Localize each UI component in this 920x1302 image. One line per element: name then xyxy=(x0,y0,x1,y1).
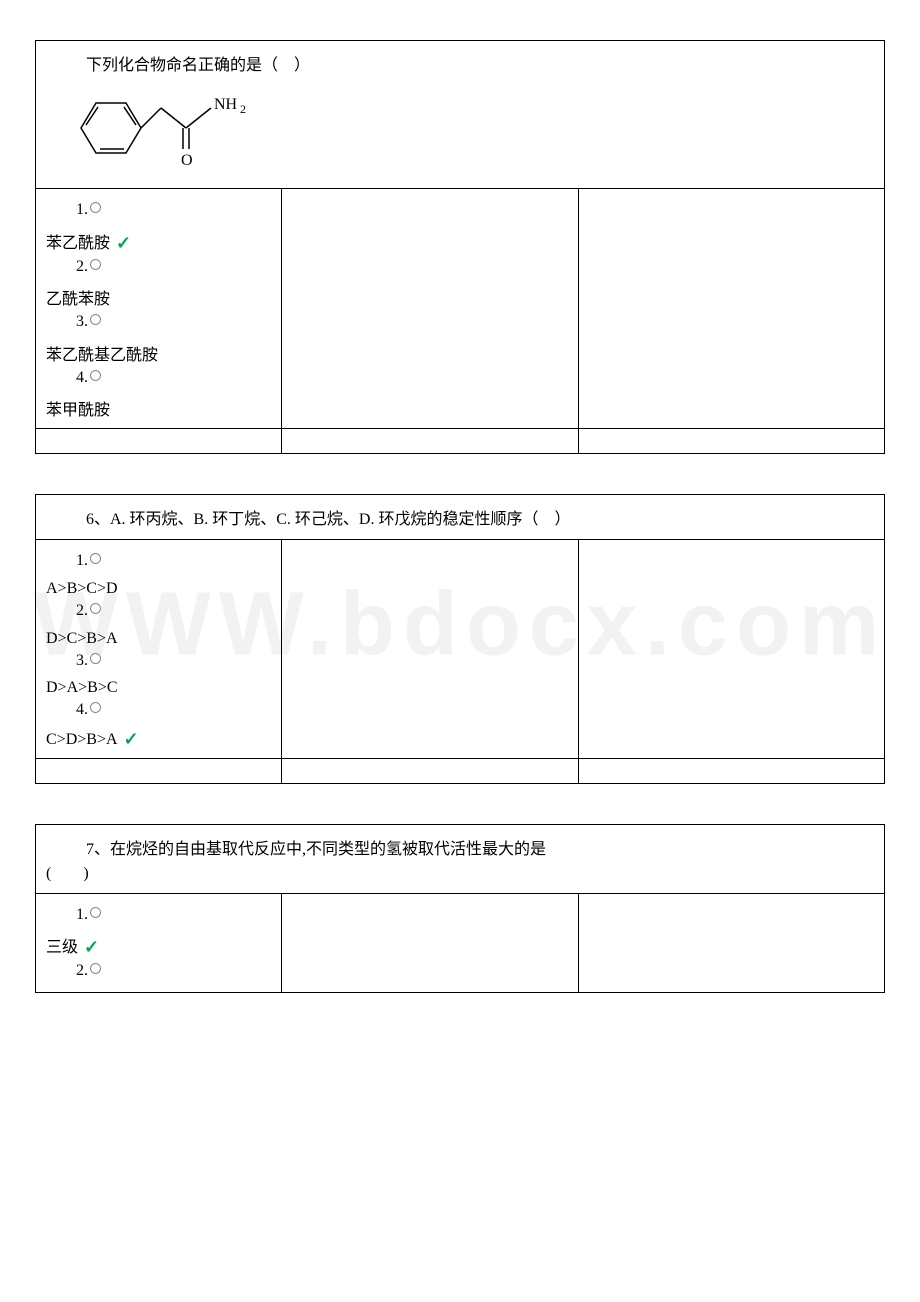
question-title-1: 下列化合物命名正确的是（ ） xyxy=(86,57,310,74)
option-cell-3-1: 1. 三级✓ 2. xyxy=(36,894,282,992)
svg-text:NH: NH xyxy=(214,96,238,113)
question-header-2: 6、A. 环丙烷、B. 环丁烷、C. 环己烷、D. 环戊烷的稳定性顺序（ ） xyxy=(36,495,884,540)
radio-icon[interactable] xyxy=(90,259,101,270)
radio-icon[interactable] xyxy=(90,907,101,918)
question-block-3: 7、在烷烃的自由基取代反应中,不同类型的氢被取代活性最大的是 ( ) 1. 三级… xyxy=(35,824,885,993)
footer-row xyxy=(36,759,884,783)
radio-icon[interactable] xyxy=(90,603,101,614)
checkmark-icon: ✓ xyxy=(116,233,131,254)
radio-icon[interactable] xyxy=(90,553,101,564)
footer-cell xyxy=(579,759,884,783)
empty-cell xyxy=(282,894,579,992)
option-number: 3. xyxy=(46,648,88,674)
option-number: 2. xyxy=(46,958,88,984)
option-text: 乙酰苯胺 xyxy=(46,285,271,309)
footer-cell xyxy=(36,429,282,453)
checkmark-icon: ✓ xyxy=(84,937,99,958)
option-cell-2-1: 1. A>B>C>D 2. D>C>B>A 3. D>A>B>C 4. C>D>… xyxy=(36,540,282,757)
options-row-1: 1. 苯乙酰胺✓ 2. 乙酰苯胺 3. 苯乙酰基乙酰胺 4. 苯甲酰胺 xyxy=(36,189,884,429)
option-text: 苯乙酰基乙酰胺 xyxy=(46,341,271,365)
option-text: A>B>C>D xyxy=(46,580,271,598)
footer-cell xyxy=(282,759,579,783)
question-block-2: 6、A. 环丙烷、B. 环丁烷、C. 环己烷、D. 环戊烷的稳定性顺序（ ） 1… xyxy=(35,494,885,783)
empty-cell xyxy=(282,540,579,757)
footer-row xyxy=(36,429,884,453)
option-number: 4. xyxy=(46,697,88,723)
footer-cell xyxy=(36,759,282,783)
radio-icon[interactable] xyxy=(90,653,101,664)
option-text: D>A>B>C xyxy=(46,679,271,697)
option-text: 苯乙酰胺✓ xyxy=(46,229,271,254)
options-row-2: 1. A>B>C>D 2. D>C>B>A 3. D>A>B>C 4. C>D>… xyxy=(36,540,884,758)
svg-text:2: 2 xyxy=(240,102,246,116)
option-cell-1-1: 1. 苯乙酰胺✓ 2. 乙酰苯胺 3. 苯乙酰基乙酰胺 4. 苯甲酰胺 xyxy=(36,189,282,428)
options-row-3: 1. 三级✓ 2. xyxy=(36,894,884,992)
option-number: 2. xyxy=(46,598,88,624)
svg-text:O: O xyxy=(181,152,193,169)
empty-cell xyxy=(579,894,884,992)
footer-cell xyxy=(282,429,579,453)
option-text: 三级✓ xyxy=(46,933,271,958)
radio-icon[interactable] xyxy=(90,202,101,213)
radio-icon[interactable] xyxy=(90,702,101,713)
question-title-3-line1: 7、在烷烃的自由基取代反应中,不同类型的氢被取代活性最大的是 xyxy=(86,835,872,859)
question-block-1: 下列化合物命名正确的是（ ） NH 2 O xyxy=(35,40,885,454)
question-header-1: 下列化合物命名正确的是（ ） NH 2 O xyxy=(36,41,884,189)
option-number: 2. xyxy=(46,254,88,280)
checkmark-icon: ✓ xyxy=(124,729,139,750)
option-number: 4. xyxy=(46,365,88,391)
option-text: D>C>B>A xyxy=(46,630,271,648)
radio-icon[interactable] xyxy=(90,963,101,974)
option-number: 1. xyxy=(46,548,88,574)
radio-icon[interactable] xyxy=(90,314,101,325)
option-number: 1. xyxy=(46,902,88,928)
option-number: 1. xyxy=(46,197,88,223)
option-text: C>D>B>A✓ xyxy=(46,729,271,750)
question-title-3-line2: ( ) xyxy=(46,859,872,883)
question-title-2: 6、A. 环丙烷、B. 环丁烷、C. 环己烷、D. 环戊烷的稳定性顺序（ ） xyxy=(86,511,570,528)
empty-cell xyxy=(579,189,884,428)
chemical-structure: NH 2 O xyxy=(56,83,872,178)
option-number: 3. xyxy=(46,309,88,335)
footer-cell xyxy=(579,429,884,453)
empty-cell xyxy=(282,189,579,428)
question-header-3: 7、在烷烃的自由基取代反应中,不同类型的氢被取代活性最大的是 ( ) xyxy=(36,825,884,894)
option-text: 苯甲酰胺 xyxy=(46,396,271,420)
radio-icon[interactable] xyxy=(90,370,101,381)
empty-cell xyxy=(579,540,884,757)
